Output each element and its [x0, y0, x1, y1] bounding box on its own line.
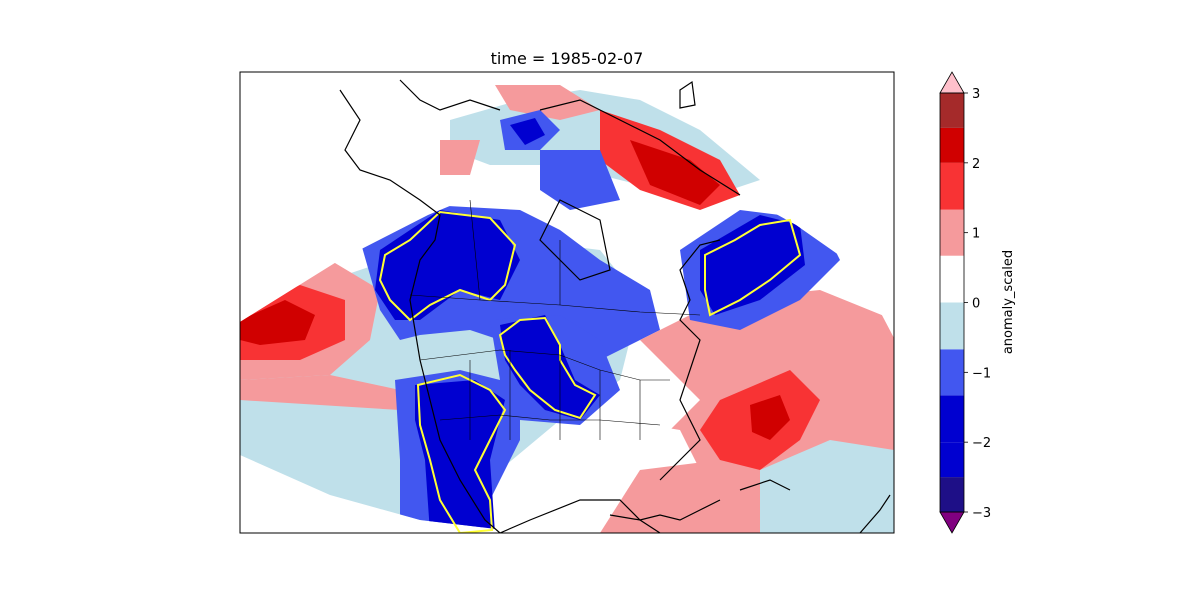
colorbar-tick-label: 1 — [972, 227, 980, 242]
colorbar-tick-label: 2 — [972, 157, 980, 172]
colorbar-segment — [940, 395, 964, 443]
colorbar-label: anomaly_scaled — [1001, 250, 1016, 354]
colorbar-segment — [940, 349, 964, 396]
colorbar-segment — [940, 442, 964, 478]
colorbar-segment — [940, 209, 964, 256]
plot-title: time = 1985-02-07 — [491, 49, 644, 68]
map-frame — [239, 71, 895, 534]
arctic-field — [440, 85, 760, 210]
colorbar-segment — [940, 93, 964, 128]
colorbar-extend-min — [939, 511, 965, 534]
colorbar-tick-label: −3 — [972, 506, 991, 521]
colorbar: 3 2 1 0 −1 −2 −3 — [939, 71, 991, 534]
coastlines — [339, 79, 891, 533]
colorbar-segment — [940, 302, 964, 350]
colorbar-extend-max — [939, 71, 965, 94]
colorbar-tick-label: 0 — [972, 297, 980, 312]
colorbar-segment — [940, 255, 964, 303]
colorbar-segment — [940, 477, 964, 512]
colorbar-tick-label: −1 — [972, 366, 991, 381]
yellow-contours — [378, 210, 802, 533]
colorbar-tick-label: 3 — [972, 87, 980, 102]
colorbar-tick-label: −2 — [972, 436, 991, 451]
borders — [409, 199, 701, 440]
colorbar-segment — [940, 162, 964, 210]
colorbar-segment — [940, 127, 964, 163]
map-axes — [240, 72, 894, 533]
